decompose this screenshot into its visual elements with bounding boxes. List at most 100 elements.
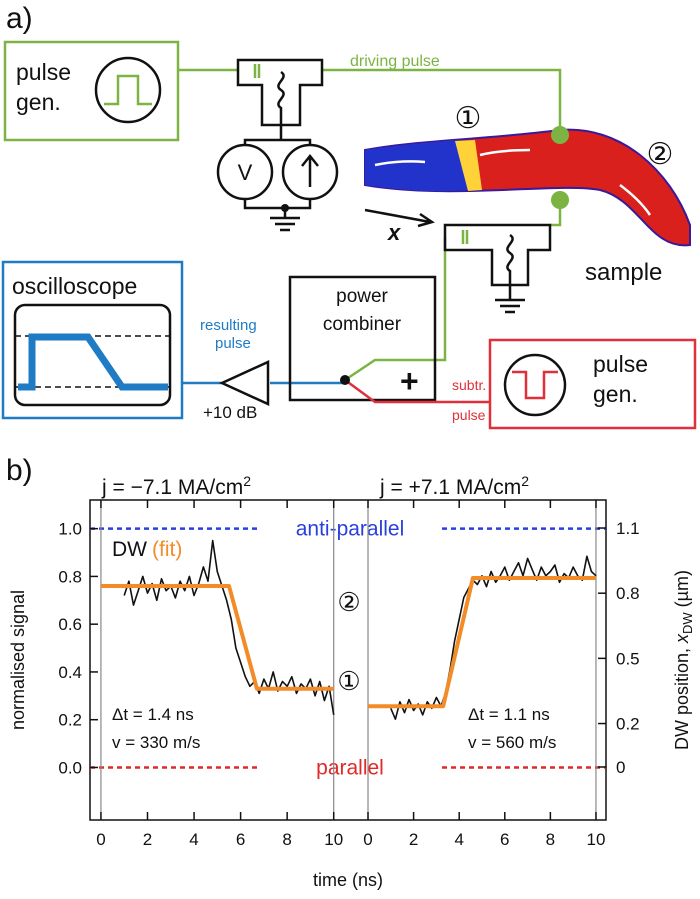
x-axis-label: time (ns) [313, 870, 383, 890]
power-combiner [288, 275, 437, 402]
legend-entry: DW [112, 538, 147, 561]
trace [18, 333, 168, 391]
annotation: Δt = 1.4 ns [112, 705, 194, 724]
chart-title: j = −7.1 MA/cm2 [101, 473, 251, 499]
x-tick-label: 0 [363, 830, 372, 849]
x-tick-label: 8 [282, 830, 291, 849]
screen [13, 303, 172, 407]
x-tick-label: 10 [587, 830, 606, 849]
x-tick-label: 4 [189, 830, 198, 849]
marker: ② [647, 138, 674, 171]
bias-tee-wiring [243, 70, 312, 232]
oscilloscope-box [1, 260, 184, 420]
panel-label: a) [6, 2, 33, 35]
fit-line [368, 576, 596, 709]
y2-tick-label: 0.8 [616, 584, 640, 603]
y2-tick-label: 0 [616, 758, 625, 777]
label: pulse [593, 351, 648, 377]
y-tick-label: 0.4 [58, 663, 82, 682]
label: power [336, 286, 388, 307]
x-tick-label: 6 [500, 830, 509, 849]
pulse-gen-box [3, 40, 180, 142]
title-sup: 2 [521, 473, 529, 489]
title-sup: 2 [243, 473, 251, 489]
y2-tick-label: 1.1 [616, 519, 640, 538]
y2-tick-label: 0.5 [616, 649, 640, 668]
y-tick-label: 0.0 [58, 758, 82, 777]
label: pulse [16, 59, 71, 85]
label: driving pulse [350, 53, 440, 70]
current-source [281, 143, 339, 201]
reference-label: parallel [316, 756, 384, 779]
label-part: x [672, 633, 692, 644]
y2-tick-label: 0.2 [616, 715, 640, 734]
y-tick-label: 0.6 [58, 615, 82, 634]
annotation: v = 330 m/s [112, 733, 200, 752]
label: + [400, 363, 419, 399]
junction [340, 375, 350, 385]
panel-b: b) j = −7.1 MA/cm2 j = +7.1 MA/cm2 DW (fi… [6, 454, 695, 890]
marker: ① [455, 102, 482, 135]
y-tick-label: 0.8 [58, 567, 82, 586]
junction [281, 204, 289, 212]
plot-frame [89, 499, 607, 821]
label: +10 dB [203, 403, 257, 422]
arrow [374, 148, 652, 216]
x-tick-label: 4 [454, 830, 463, 849]
panel-label: b) [6, 454, 33, 487]
y-axis-label: normalised signal [8, 590, 28, 730]
fit-line [100, 584, 334, 691]
ground [495, 233, 525, 314]
label-part: DW position, [672, 643, 692, 750]
wire [344, 378, 490, 404]
pulse-symbol [512, 370, 558, 400]
domain [365, 140, 470, 192]
capacitor [253, 64, 261, 78]
wire [178, 68, 562, 135]
label: gen. [593, 381, 638, 407]
y2-axis-label: DW position, xDW (µm) [672, 570, 695, 750]
label: resulting [200, 317, 257, 334]
label: V [238, 160, 253, 185]
panel-a: a) pulse gen. driving pulse V ① ② x samp… [1, 2, 697, 430]
wire [344, 200, 562, 382]
x-tick-label: 6 [236, 830, 245, 849]
title: j = −7.1 MA/cm [101, 476, 243, 499]
pulse-symbol [104, 74, 152, 106]
x-arrow [364, 208, 435, 228]
label: pulse [215, 335, 251, 352]
domain-wall [455, 140, 482, 191]
label: subtr. [452, 377, 486, 393]
generator-symbol [503, 353, 567, 417]
data-line [390, 555, 597, 720]
label-part: (µm) [672, 570, 692, 612]
title: j = +7.1 MA/cm [379, 476, 521, 499]
bias-tee [443, 223, 552, 287]
label: x [387, 220, 401, 245]
marker: ① [337, 666, 360, 696]
capacitor [461, 230, 469, 244]
marker: ② [337, 587, 360, 617]
label: oscilloscope [12, 273, 137, 299]
legend-entry: (fit) [152, 538, 182, 561]
amplifier [218, 360, 270, 406]
bias-tee [236, 58, 324, 127]
legend: DW (fit) [112, 538, 182, 561]
contact [551, 126, 569, 144]
annotation: v = 560 m/s [468, 733, 556, 752]
label: gen. [16, 89, 61, 115]
x-tick-label: 10 [324, 830, 343, 849]
x-tick-label: 2 [143, 830, 152, 849]
y-tick-label: 1.0 [58, 520, 82, 539]
reference-label: anti-parallel [296, 518, 405, 541]
x-tick-label: 0 [96, 830, 105, 849]
y-tick-label: 0.2 [58, 711, 82, 730]
label: sample [585, 259, 662, 286]
chart-title: j = +7.1 MA/cm2 [379, 473, 529, 499]
annotation: Δt = 1.1 ns [468, 705, 550, 724]
x-tick-label: 2 [409, 830, 418, 849]
label: pulse [452, 407, 486, 423]
label-part: DW [680, 612, 695, 634]
x-tick-label: 8 [546, 830, 555, 849]
